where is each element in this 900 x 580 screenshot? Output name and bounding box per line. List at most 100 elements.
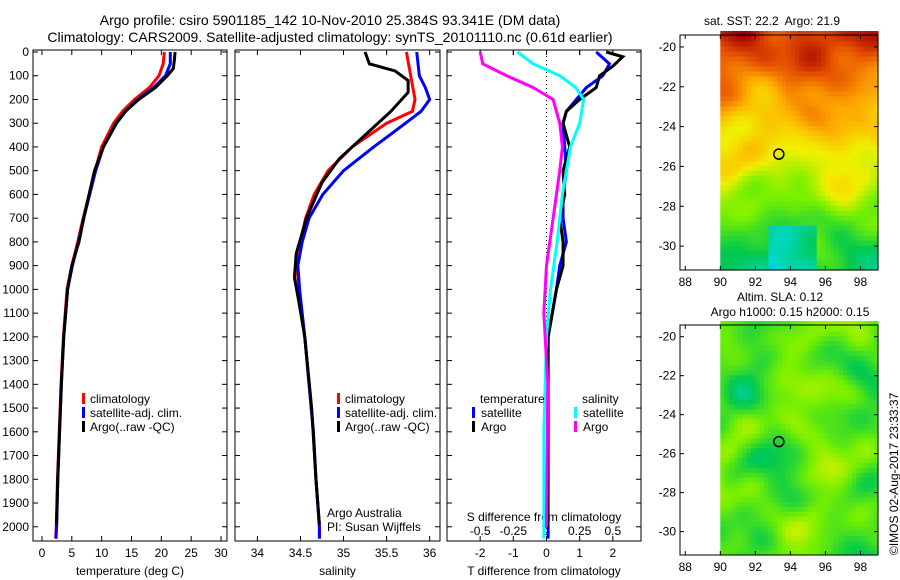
map-cell [829, 260, 835, 266]
map-cell [851, 399, 857, 405]
map-cell [803, 160, 809, 167]
map-cell [768, 70, 774, 77]
map-cell [772, 501, 778, 507]
map-cell [794, 210, 800, 216]
map-cell [755, 511, 761, 517]
map-cell [851, 467, 857, 473]
lon-tick-label: 90 [714, 275, 728, 289]
map-cell [821, 550, 827, 556]
map-cell [821, 442, 827, 449]
map-cell [825, 428, 831, 434]
map-cell [724, 379, 730, 386]
map-cell [856, 530, 862, 537]
map-cell [794, 255, 800, 261]
map-cell [847, 433, 853, 439]
map-cell [851, 40, 857, 47]
map-cell [825, 135, 831, 142]
map-cell [873, 364, 879, 371]
map-cell [812, 384, 818, 390]
map-cell [724, 50, 730, 57]
map-cell [777, 90, 783, 97]
map-cell [790, 550, 796, 556]
map-cell [816, 205, 822, 211]
map-cell [750, 265, 756, 271]
map-cell [803, 350, 809, 356]
map-cell [746, 428, 752, 434]
map-cell [790, 408, 796, 415]
map-cell [869, 140, 875, 147]
map-cell [764, 120, 770, 127]
map-cell [772, 350, 778, 356]
map-cell [755, 369, 761, 376]
map-cell [729, 467, 735, 473]
map-cell [856, 350, 862, 356]
map-cell [746, 423, 752, 429]
map-cell [720, 245, 726, 251]
map-cell [847, 321, 853, 327]
map-cell [786, 75, 791, 82]
map-cell [742, 75, 748, 82]
map-cell [856, 145, 862, 152]
map-cell [825, 350, 831, 356]
map-cell [816, 457, 822, 464]
lon-tick-label: 96 [819, 560, 833, 574]
map-cell [772, 65, 778, 72]
map-cell [829, 240, 835, 246]
map-cell [777, 110, 783, 117]
map-cell [856, 403, 862, 410]
map-cell [838, 374, 844, 381]
map-cell [794, 403, 800, 410]
map-cell [746, 399, 752, 405]
map-cell [724, 170, 730, 177]
map-cell [821, 467, 827, 473]
map-cell [803, 265, 809, 271]
map-cell [772, 40, 778, 47]
map-cell [729, 477, 735, 483]
map-cell [742, 31, 748, 37]
map-cell [821, 350, 827, 356]
map-cell [847, 255, 853, 261]
map-cell [755, 520, 761, 527]
map-cell [860, 195, 866, 201]
map-cell [790, 350, 796, 356]
map-cell [750, 250, 756, 256]
map-cell [759, 225, 765, 231]
map-cell [720, 70, 726, 77]
map-cell [799, 545, 805, 551]
map-cell [860, 496, 866, 502]
map-cell [799, 40, 805, 47]
map-cell [777, 433, 783, 439]
map-cell [860, 255, 866, 261]
map-cell [755, 150, 761, 157]
legend-label: satellite-adj. clim. [90, 406, 182, 420]
map-cell [847, 155, 853, 162]
map-cell [851, 321, 857, 327]
map-cell [724, 250, 730, 256]
map-cell [803, 501, 809, 507]
map-cell [816, 215, 822, 221]
map-cell [794, 496, 800, 502]
map-cell [825, 230, 831, 236]
map-cell [860, 130, 866, 137]
map-cell [816, 255, 822, 261]
map-cell [790, 340, 796, 347]
map-cell [737, 140, 743, 147]
map-cell [733, 472, 739, 478]
map-cell [803, 200, 809, 206]
map-cell [869, 75, 875, 82]
map-cell [737, 205, 743, 211]
map-cell [781, 190, 787, 196]
map-cell [829, 265, 835, 271]
map-cell [742, 255, 748, 261]
map-cell [724, 325, 730, 332]
map-cell [755, 457, 761, 464]
map-cell [724, 175, 730, 181]
map-cell [834, 220, 840, 226]
map-cell [825, 403, 831, 410]
map-cell [816, 220, 822, 226]
map-cell [864, 350, 870, 356]
map-cell [821, 65, 827, 72]
map-cell [873, 45, 879, 52]
map-cell [799, 457, 805, 464]
map-cell [764, 413, 770, 420]
